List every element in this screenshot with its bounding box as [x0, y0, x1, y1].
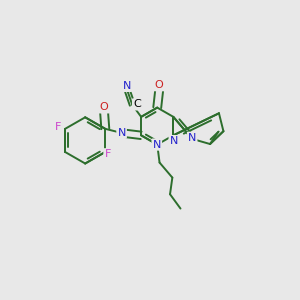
Text: N: N — [123, 81, 131, 91]
Text: N: N — [123, 81, 131, 91]
Text: N: N — [117, 128, 126, 138]
Text: F: F — [56, 122, 62, 132]
Text: N: N — [117, 128, 126, 138]
Text: F: F — [104, 149, 111, 159]
Text: N: N — [153, 140, 161, 150]
Text: C: C — [133, 99, 141, 110]
Text: O: O — [155, 80, 164, 90]
Text: F: F — [104, 149, 111, 159]
Text: F: F — [56, 122, 62, 132]
Text: O: O — [100, 102, 109, 112]
Text: N: N — [153, 140, 161, 150]
Text: N: N — [169, 136, 178, 146]
Text: N: N — [169, 136, 178, 146]
Text: N: N — [188, 133, 196, 143]
Text: N: N — [188, 133, 196, 143]
Text: O: O — [155, 80, 164, 90]
Text: C: C — [133, 99, 141, 110]
Text: O: O — [100, 102, 109, 112]
